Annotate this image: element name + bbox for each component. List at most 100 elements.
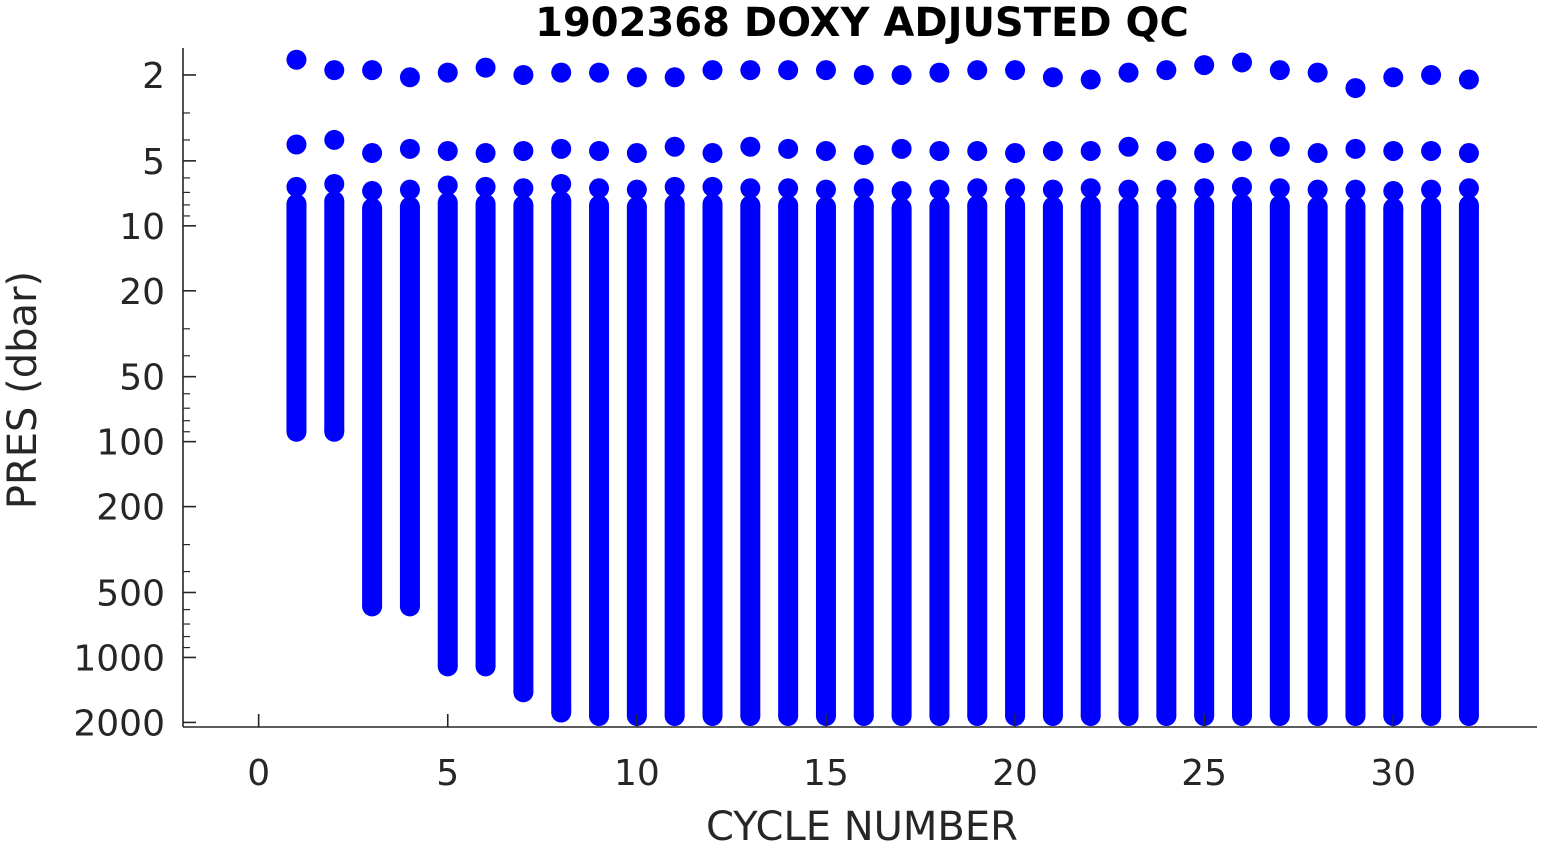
data-point [1156,60,1177,81]
data-point [1269,60,1290,81]
data-point [815,140,836,161]
data-points-dense-column [626,206,647,716]
data-point [286,176,307,197]
data-point [740,60,761,81]
data-point [1421,179,1442,200]
data-point [437,656,458,677]
data-point [1042,706,1063,726]
data-point [1307,143,1328,164]
profile-cycle-18 [929,62,950,726]
data-point [626,179,647,200]
y-tick-label: 500 [96,573,165,614]
data-points-dense-column [399,206,420,607]
y-tick-label: 5 [142,142,165,183]
y-tick-label: 100 [96,423,165,464]
profile-cycle-16 [853,64,874,726]
profile-cycle-15 [815,60,836,726]
data-point [589,140,610,161]
data-point [1269,136,1290,157]
data-point [1080,178,1101,199]
data-point [475,176,496,197]
data-point [1156,179,1177,200]
data-point [1307,179,1328,200]
data-points-dense-column [589,205,610,716]
data-point [475,57,496,78]
profile-cycle-8 [551,62,572,723]
profile-cycle-4 [399,67,420,617]
data-point [551,62,572,83]
data-point [967,140,988,161]
data-points-dense-column [1383,208,1404,716]
profile-cycle-1 [286,49,307,442]
data-point [362,181,383,202]
data-point [513,64,534,85]
profile-cycle-29 [1345,78,1366,726]
profile-cycle-11 [664,67,685,726]
profile-cycle-31 [1421,64,1442,726]
y-tick-label: 1000 [73,638,165,679]
data-point [286,421,307,442]
data-point [475,656,496,677]
data-point [1458,69,1479,90]
profile-cycle-24 [1156,60,1177,726]
data-points-dense-column [324,201,345,432]
data-point [778,178,799,199]
data-point [1156,140,1177,161]
data-point [1194,178,1215,199]
data-point [551,173,572,194]
data-point [778,60,799,81]
data-point [1421,140,1442,161]
data-point [1231,706,1252,726]
data-point [626,143,647,164]
profile-cycle-30 [1383,67,1404,726]
data-point [513,178,534,199]
x-tick-label: 20 [992,753,1038,794]
data-point [1194,55,1215,76]
data-point [437,175,458,196]
profile-cycle-3 [362,60,383,617]
data-point [891,64,912,85]
data-point [324,60,345,81]
data-point [1080,140,1101,161]
profile-cycle-22 [1080,69,1101,726]
data-point [1383,67,1404,88]
data-point [1118,136,1139,157]
data-points-dense-column [1156,206,1177,716]
profile-cycle-27 [1269,60,1290,726]
y-tick-label: 200 [96,488,165,529]
data-point [1156,706,1177,726]
profile-cycle-6 [475,57,496,677]
data-points-dense-column [1345,206,1366,716]
data-point [1307,706,1328,726]
data-point [1080,69,1101,90]
profile-cycle-23 [1118,62,1139,726]
data-point [853,64,874,85]
data-point [1118,179,1139,200]
data-point [589,178,610,199]
data-point [626,67,647,88]
data-point [589,706,610,726]
data-point [740,178,761,199]
y-ticks: 2 5 10 20 50 100 200 500 1000 2000 [73,56,196,744]
data-point [967,706,988,726]
y-tick-label: 50 [119,358,165,399]
y-axis-label: PRES (dbar) [0,271,46,509]
data-point [324,173,345,194]
data-point [891,706,912,726]
x-tick-label: 15 [803,753,849,794]
profile-cycle-9 [589,62,610,726]
data-point [1194,143,1215,164]
data-point [324,129,345,150]
data-point [1458,178,1479,199]
data-point [740,706,761,726]
data-point [664,67,685,88]
data-points-dense-column [513,205,534,693]
x-tick-label: 0 [247,753,270,794]
data-point [967,178,988,199]
data-point [1005,60,1026,81]
data-point [702,60,723,81]
data-point [286,49,307,70]
data-point [1269,178,1290,199]
profile-cycle-28 [1307,62,1328,726]
